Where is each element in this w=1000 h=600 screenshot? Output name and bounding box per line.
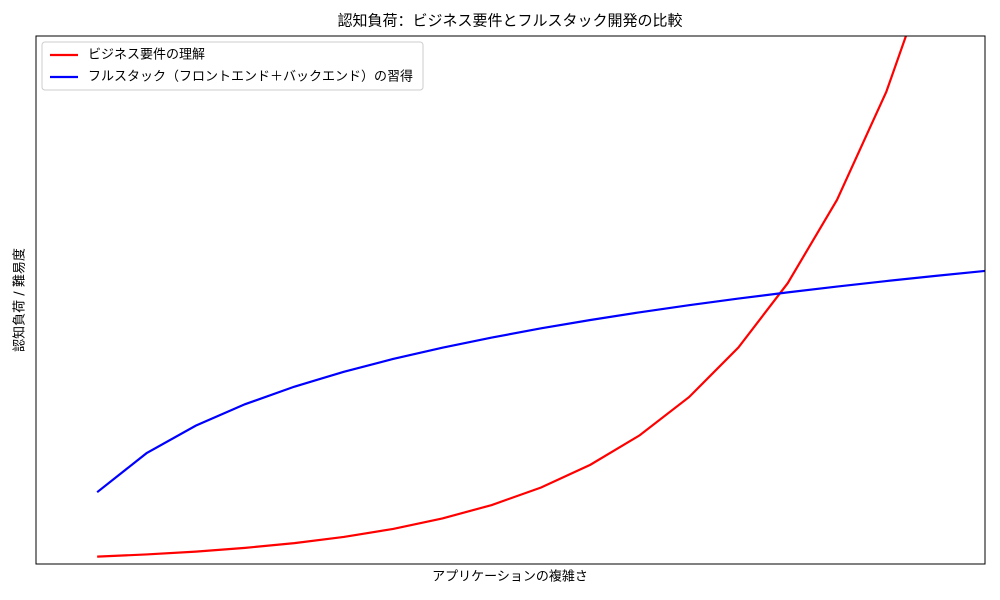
legend-label: ビジネス要件の理解 xyxy=(88,48,205,63)
legend-box xyxy=(41,41,424,91)
x-axis-label: アプリケーションの複雑さ xyxy=(432,569,588,585)
y-axis-label: 認知負荷 / 難易度 xyxy=(12,248,28,352)
plot-lines xyxy=(96,36,985,558)
line-series xyxy=(97,36,908,558)
chart-title: 認知負荷：ビジネス要件とフルスタック開発の比較 xyxy=(337,12,682,30)
legend-label: フルスタック（フロントエンド＋バックエンド）の習得 xyxy=(88,69,413,85)
line-series xyxy=(96,269,985,494)
plot-frame xyxy=(35,35,986,565)
